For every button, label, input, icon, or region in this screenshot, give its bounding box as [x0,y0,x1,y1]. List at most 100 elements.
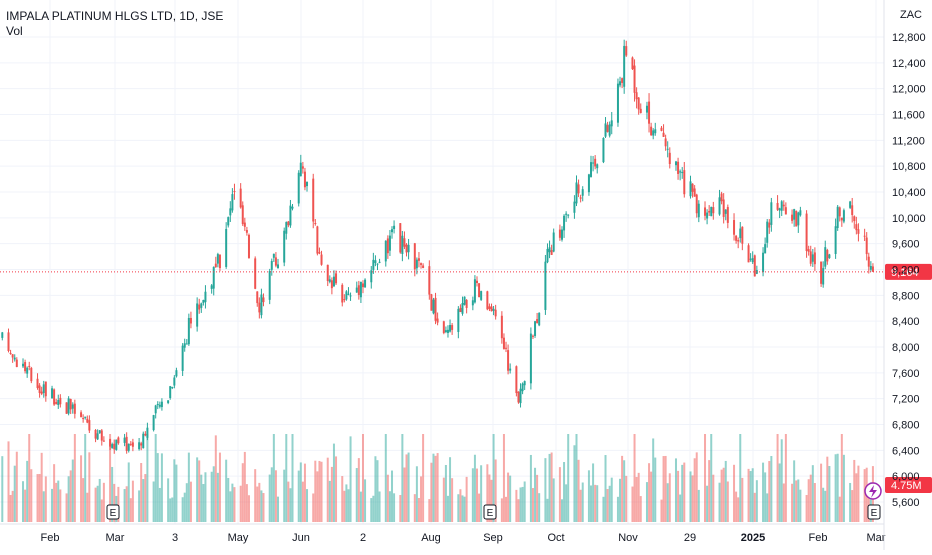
candle-body [689,181,692,197]
volume-bar [664,455,667,522]
volume-bar [809,474,812,522]
volume-bar [666,483,669,522]
candle-body [256,291,259,304]
volume-bar [784,434,787,522]
volume-bar [102,482,105,522]
volume-bar [332,443,335,522]
volume-bar [706,485,709,522]
earnings-marker[interactable]: E [867,504,881,520]
candle-body [770,202,773,225]
time-tick-label: May [228,532,249,544]
lightning-icon[interactable] [864,482,882,500]
earnings-marker[interactable]: E [106,504,120,520]
volume-indicator-label[interactable]: Vol [6,24,23,38]
volume-bar [391,470,394,522]
candle-body [53,389,56,405]
volume-bar [432,453,435,522]
volume-bar [436,453,439,522]
candle-body [492,308,495,311]
volume-bar [359,491,362,522]
volume-bar [434,455,437,522]
volume-bar [751,468,754,522]
candle-body [608,124,611,136]
candle-body [776,202,779,210]
volume-bar [851,490,854,522]
candle-body [573,201,576,213]
candle-body [623,45,626,87]
volume-bar [755,480,758,522]
candle-body [231,194,234,211]
candle-body [507,350,510,371]
candle-body [546,248,549,263]
volume-bar [560,499,563,522]
volume-bar [797,479,800,522]
volume-bar [465,476,468,522]
volume-bar [343,490,346,522]
volume-bar [679,494,682,522]
candle-body [726,207,729,223]
volume-bar [621,455,624,522]
candle-body [285,222,288,234]
volume-bar [652,438,655,522]
volume-bar [1,456,4,522]
candle-body [548,247,551,253]
volume-bar [96,485,99,522]
volume-bar [768,461,771,522]
volume-bar [662,456,665,522]
price-tick-label: 6,400 [892,445,920,457]
candle-body [465,299,468,308]
volume-bar [461,495,464,522]
volume-bar [196,457,199,522]
candle-body [534,321,537,336]
volume-bar [722,467,725,522]
candle-body [204,291,207,303]
candle-body [762,252,765,272]
candles [1,39,874,454]
volume-bar [405,454,408,522]
volume-bar [297,470,300,522]
candle-body [117,437,120,444]
candle-body [560,229,563,240]
candle-body [654,129,657,134]
price-tick-label: 9,200 [892,265,920,277]
candle-body [567,214,570,216]
time-tick-label: Sep [483,532,503,544]
price-tick-label: 7,600 [892,368,920,380]
candle-body [386,238,389,254]
candle-body [519,388,522,404]
volume-bar [704,434,707,522]
volume-bar [712,474,715,522]
volume-bar [306,489,309,522]
volume-bar [710,434,713,522]
candle-body [449,325,452,332]
candle-body [768,222,771,228]
volume-bar [548,453,551,522]
volume-bar [142,479,145,522]
volume-bar [478,493,481,522]
candle-body [420,263,423,265]
candle-body [594,158,597,167]
candle-body [202,299,205,303]
candle-body [515,366,518,394]
volume-bar [575,434,578,522]
candle-body [42,384,45,394]
candle-body [82,418,85,420]
candle-body [144,433,147,436]
time-tick-label: Feb [809,532,828,544]
candle-body [241,205,244,225]
candle-body [357,285,360,295]
candle-body [44,381,47,397]
volume-bar [258,482,261,522]
volume-bar [100,499,103,522]
volume-bar [318,460,321,522]
volume-bar [399,495,402,522]
volume-bar [291,434,294,522]
time-tick-label: Jun [292,532,310,544]
price-tick-label: 8,800 [892,290,920,302]
candle-body [849,201,852,208]
candle-body [57,400,60,406]
earnings-marker[interactable]: E [483,504,497,520]
last-price-badge [885,263,932,280]
